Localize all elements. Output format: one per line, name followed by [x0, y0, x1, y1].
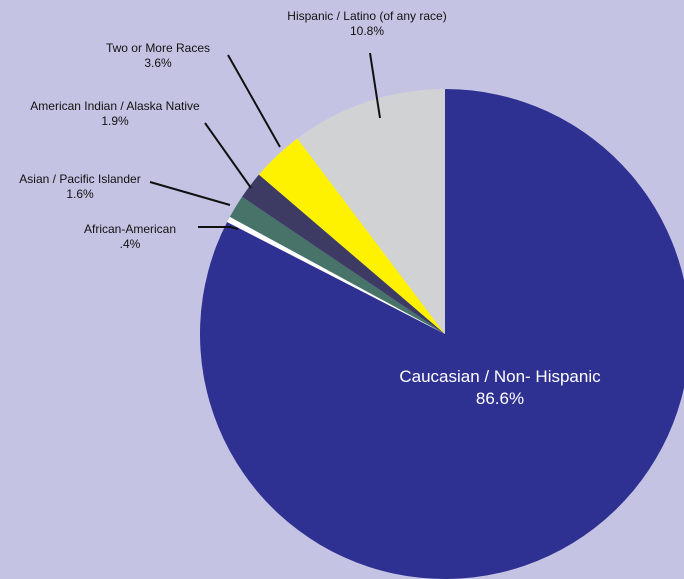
slice-label-5: Hispanic / Latino (of any race) — [287, 9, 446, 23]
slice-value-4: 3.6% — [144, 56, 172, 70]
pie-slices — [200, 89, 684, 579]
pie-slice-0 — [200, 89, 684, 579]
leader-lines — [149, 52, 381, 230]
pie-slice-4 — [258, 138, 445, 334]
slice-value-2: 1.6% — [66, 187, 94, 201]
leader-line-2 — [149, 181, 231, 206]
slice-value-3: 1.9% — [101, 114, 129, 128]
slice-label-0: Caucasian / Non- Hispanic — [399, 367, 601, 386]
leader-line-4 — [227, 54, 281, 148]
pie-slice-3 — [242, 174, 445, 334]
slice-label-3: American Indian / Alaska Native — [30, 99, 200, 113]
leader-line-3 — [204, 122, 252, 189]
slice-value-1: .4% — [120, 237, 141, 251]
slice-value-5: 10.8% — [350, 24, 384, 38]
pie-slice-5 — [297, 89, 445, 334]
slice-label-1: African-American — [84, 222, 176, 236]
slice-value-0: 86.6% — [476, 389, 524, 408]
slice-labels: Caucasian / Non- Hispanic 86.6% African-Am… — [19, 9, 601, 408]
leader-line-5 — [369, 52, 381, 119]
pie-slice-2 — [229, 196, 445, 334]
leader-line-1 — [198, 226, 239, 230]
pie-slice-1 — [227, 216, 445, 334]
slice-label-4: Two or More Races — [106, 41, 210, 55]
slice-label-2: Asian / Pacific Islander — [19, 172, 140, 186]
